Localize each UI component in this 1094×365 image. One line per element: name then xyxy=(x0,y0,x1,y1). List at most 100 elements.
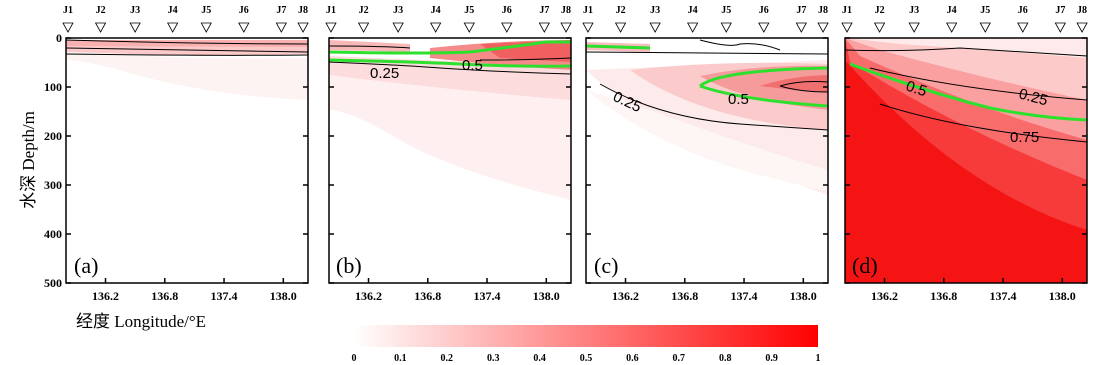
station-marker xyxy=(945,22,958,33)
colorbar-tick-label: 0.8 xyxy=(719,353,732,364)
colorbar-tick-label: 0.9 xyxy=(765,353,778,364)
station-label: J1 xyxy=(842,5,852,16)
y-tick-label: 200 xyxy=(44,129,62,143)
panel-a-label: (a) xyxy=(74,253,98,278)
x-tick-label: 138.0 xyxy=(1049,289,1076,303)
station-marker xyxy=(325,22,337,33)
colorbar-tick-label: 0.5 xyxy=(580,353,593,364)
panel-b-frame xyxy=(328,37,572,284)
station-label: J5 xyxy=(201,5,211,16)
station-label: J3 xyxy=(393,5,403,16)
x-tick-label: 136.2 xyxy=(92,289,119,303)
station-marker xyxy=(817,22,829,33)
station-label: J4 xyxy=(431,5,441,16)
station-label: J7 xyxy=(539,5,549,16)
axes-layer: 136.2 136.8 137.4 138.0 0 100 200 300 400 500 J1 J2… xyxy=(44,5,1088,303)
x-tick-label: 136.8 xyxy=(671,289,698,303)
panel-d-frame xyxy=(844,37,1088,284)
station-marker xyxy=(357,22,370,33)
x-tick-label: 136.2 xyxy=(355,289,382,303)
station-marker xyxy=(720,22,732,33)
x-tick-label: 138.0 xyxy=(790,289,817,303)
colorbar-ticks: 0 0.1 0.2 0.3 0.4 0.5 0.6 0.7 0.8 0.9 1 xyxy=(352,353,821,364)
station-marker xyxy=(392,22,404,33)
station-label: J2 xyxy=(359,5,369,16)
station-label: J5 xyxy=(464,5,474,16)
station-label: J8 xyxy=(298,5,308,16)
x-tick-label: 137.4 xyxy=(211,289,238,303)
panel-b-contour-label-2: 0.5 xyxy=(462,57,483,74)
panel-d-contour-label-2: 0.25 xyxy=(1017,85,1050,109)
panel-c-frame xyxy=(585,37,829,284)
station-marker xyxy=(200,22,212,33)
station-marker xyxy=(275,22,288,33)
station-marker xyxy=(841,22,853,33)
colorbar-tick-label: 0.4 xyxy=(533,353,546,364)
colorbar-tick-label: 0.2 xyxy=(441,353,454,364)
station-label: J2 xyxy=(616,5,626,16)
colorbar-tick-label: 1 xyxy=(816,353,821,364)
station-label: J3 xyxy=(909,5,919,16)
x-tick-label: 138.0 xyxy=(533,289,560,303)
x-tick-label: 137.4 xyxy=(731,289,758,303)
station-label: J1 xyxy=(583,5,593,16)
station-label: J7 xyxy=(276,5,286,16)
panel-a xyxy=(66,38,308,283)
station-label: J6 xyxy=(1018,5,1028,16)
x-tick-label: 136.8 xyxy=(930,289,957,303)
station-marker xyxy=(582,22,594,33)
station-marker xyxy=(979,22,991,33)
panel-b-label: (b) xyxy=(336,253,362,278)
station-marker xyxy=(1054,22,1067,33)
station-marker xyxy=(686,22,699,33)
station-label: J3 xyxy=(650,5,660,16)
station-marker xyxy=(297,22,309,33)
station-marker xyxy=(166,22,179,33)
station-marker xyxy=(94,22,107,33)
station-label: J2 xyxy=(875,5,885,16)
panel-c-contour-label-2: 0.5 xyxy=(728,91,749,108)
panel-c-label: (c) xyxy=(594,253,618,278)
x-axis-label: 经度 Longitude/°E xyxy=(76,312,206,331)
panel-c xyxy=(586,38,828,283)
station-marker xyxy=(501,22,513,33)
station-label: J3 xyxy=(130,5,140,16)
station-marker xyxy=(1076,22,1088,33)
station-label: J7 xyxy=(796,5,806,16)
panel-a-frame xyxy=(65,37,309,284)
y-tick-label: 500 xyxy=(44,276,62,290)
station-marker xyxy=(429,22,442,33)
station-marker xyxy=(560,22,572,33)
x-tick-label: 136.8 xyxy=(151,289,178,303)
colorbar xyxy=(354,325,818,347)
station-label: J6 xyxy=(502,5,512,16)
y-tick-label: 100 xyxy=(44,80,62,94)
station-label: J4 xyxy=(688,5,698,16)
panel-d xyxy=(845,38,1087,283)
station-label: J1 xyxy=(326,5,336,16)
station-marker xyxy=(873,22,886,33)
colorbar-tick-label: 0.7 xyxy=(673,353,686,364)
station-marker xyxy=(129,22,141,33)
colorbar-tick-label: 0.1 xyxy=(394,353,407,364)
station-marker xyxy=(614,22,627,33)
station-marker xyxy=(649,22,661,33)
panel-d-label: (d) xyxy=(852,253,878,278)
station-label: J8 xyxy=(1077,5,1087,16)
panel-b-contour-label-1: 0.25 xyxy=(370,65,399,82)
panel-d-contour-label-1: 0.5 xyxy=(904,78,929,101)
station-label: J1 xyxy=(63,5,73,16)
station-label: J2 xyxy=(96,5,106,16)
x-tick-label: 137.4 xyxy=(474,289,501,303)
colorbar-tick-label: 0.6 xyxy=(626,353,639,364)
x-tick-label: 136.8 xyxy=(414,289,441,303)
station-marker xyxy=(908,22,920,33)
station-marker xyxy=(62,22,74,33)
station-label: J4 xyxy=(168,5,178,16)
station-marker xyxy=(538,22,551,33)
station-marker xyxy=(238,22,250,33)
colorbar-tick-label: 0 xyxy=(352,353,357,364)
x-tick-label: 136.2 xyxy=(871,289,898,303)
x-tick-label: 137.4 xyxy=(990,289,1017,303)
